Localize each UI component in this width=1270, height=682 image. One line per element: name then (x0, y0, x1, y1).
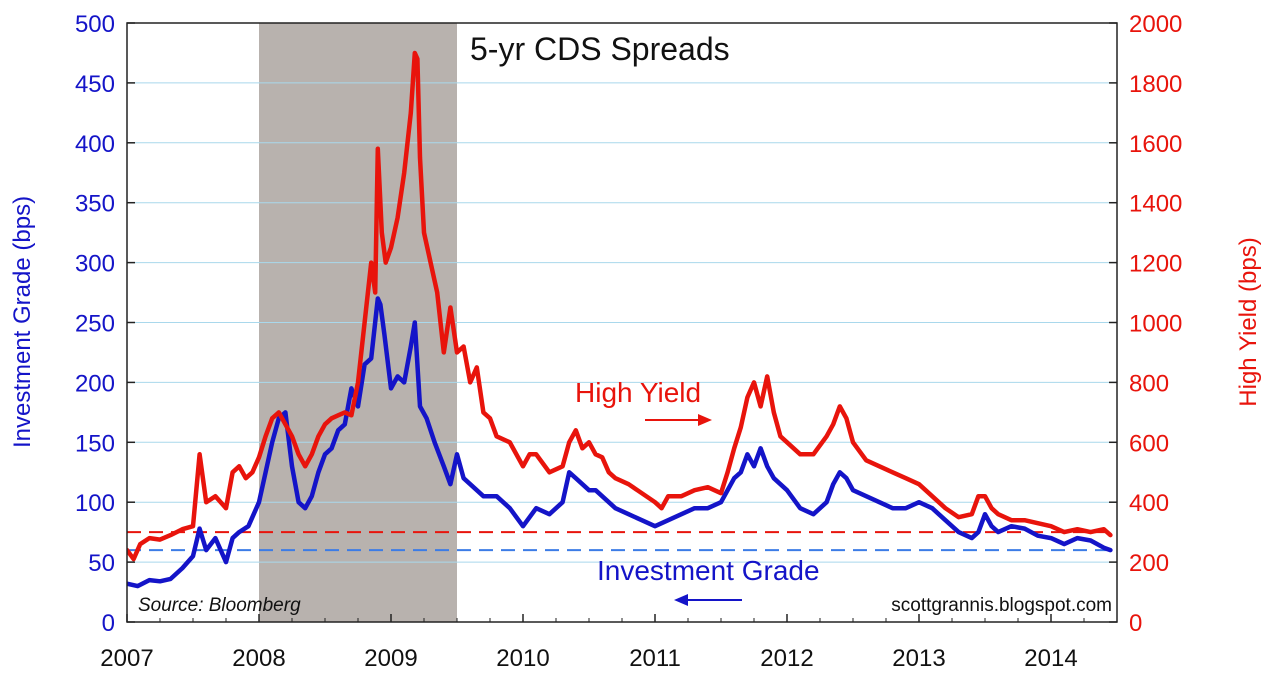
right-tick-label: 1800 (1129, 71, 1182, 98)
x-tick-label: 2011 (629, 645, 681, 672)
left-axis-title: Investment Grade (bps) (9, 196, 36, 448)
x-tick-label: 2013 (892, 645, 945, 672)
series-lines (127, 50, 1113, 589)
high-yield-arrow (645, 414, 712, 426)
x-tick-label: 2012 (760, 645, 813, 672)
reference-lines (127, 531, 1117, 552)
right-tick-label: 600 (1129, 430, 1169, 457)
left-tick-label: 350 (75, 191, 115, 218)
right-tick-label: 800 (1129, 370, 1169, 397)
left-tick-label: 300 (75, 251, 115, 278)
left-tick-label: 50 (88, 550, 115, 577)
credit-label: scottgrannis.blog​spot.com (891, 595, 1112, 616)
right-tick-label: 1400 (1129, 191, 1182, 218)
left-tick-label: 0 (102, 610, 115, 637)
x-tick-label: 2008 (232, 645, 285, 672)
source-label: Source: Bloomberg (138, 595, 301, 616)
right-y-axis: 0 200 400 600 800 1000 1200 1400 1600 1800 2000 (1109, 11, 1182, 637)
right-axis-title: High Yield (bps) (1235, 237, 1262, 406)
x-tick-label: 2010 (496, 645, 549, 672)
right-tick-label: 200 (1129, 550, 1169, 577)
chart-title: 5-yr CDS Spreads (470, 31, 730, 67)
left-tick-label: 400 (75, 131, 115, 158)
high-yield-series-line (127, 50, 1113, 562)
left-tick-label: 250 (75, 311, 115, 338)
left-y-axis: 0 50 100 150 200 250 300 350 400 450 500 (75, 11, 135, 637)
left-tick-label: 450 (75, 71, 115, 98)
left-tick-label: 200 (75, 370, 115, 397)
investment-grade-annotation: Investment Grade (597, 555, 820, 586)
right-tick-label: 1000 (1129, 311, 1182, 338)
right-tick-label: 1200 (1129, 251, 1182, 278)
right-tick-label: 400 (1129, 490, 1169, 517)
x-axis: 2007 2008 2009 2010 2011 2012 2013 2014 (100, 614, 1118, 672)
x-tick-label: 2009 (364, 645, 417, 672)
right-tick-label: 2000 (1129, 11, 1182, 38)
investment-grade-series-line (127, 296, 1113, 589)
x-tick-label: 2014 (1024, 645, 1077, 672)
high-yield-annotation: High Yield (575, 377, 701, 408)
x-tick-label: 2007 (100, 645, 153, 672)
left-tick-label: 500 (75, 11, 115, 38)
left-tick-label: 100 (75, 490, 115, 517)
investment-grade-arrow (674, 594, 742, 606)
right-tick-label: 1600 (1129, 131, 1182, 158)
left-tick-label: 150 (75, 430, 115, 457)
right-tick-label: 0 (1129, 610, 1142, 637)
